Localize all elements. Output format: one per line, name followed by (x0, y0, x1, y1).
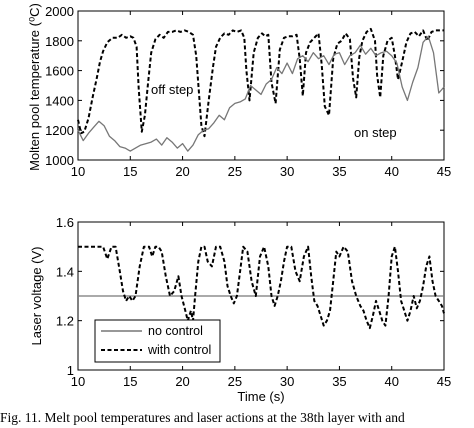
annotation-off-step: off step (151, 82, 193, 97)
temperature-series (77, 27, 445, 152)
temperature-plot-frame (77, 10, 445, 161)
voltage-x-tick-label: 25 (228, 374, 242, 389)
temperature-ticks: 10 15 20 25 30 35 40 45 1000 1200 1400 1600 1800 2000 (45, 4, 451, 179)
temperature-x-tick-label: 10 (71, 164, 85, 179)
temperature-y-tick-label: 1000 (45, 153, 74, 168)
temperature-y-tick-label: 1400 (45, 93, 74, 108)
temperature-x-tick-label: 35 (332, 164, 346, 179)
legend: no control with control (94, 319, 221, 363)
legend-box (94, 319, 221, 363)
voltage-x-tick-label: 45 (437, 374, 451, 389)
legend-label-with-control: with control (147, 343, 211, 357)
voltage-ticks: 10 15 20 25 30 35 40 45 1 1.2 1.4 1.6 (56, 215, 451, 389)
voltage-series (78, 245, 445, 330)
voltage-x-tick-label: 10 (71, 374, 85, 389)
voltage-x-tick-label: 35 (332, 374, 346, 389)
voltage-chart: 10 15 20 25 30 35 40 45 1 1.2 1.4 1.6 Laser voltage… (29, 215, 451, 404)
voltage-x-tick-label: 15 (123, 374, 137, 389)
temperature-series-no-control (77, 35, 445, 152)
time-x-axis-label: Time (s) (237, 389, 284, 404)
figure-caption: Fig. 11. Melt pool temperatures and lase… (0, 410, 405, 425)
temperature-x-tick-label: 40 (384, 164, 398, 179)
temperature-y-axis-label: Molten pool temperature (⁰C) (27, 3, 42, 171)
annotation-on-step: on step (354, 125, 397, 140)
voltage-y-tick-label: 1 (67, 363, 74, 378)
temperature-y-tick-label: 1800 (45, 34, 74, 49)
temperature-x-tick-label: 20 (175, 164, 189, 179)
voltage-y-tick-label: 1.4 (56, 264, 74, 279)
voltage-x-tick-label: 20 (175, 374, 189, 389)
voltage-y-axis-label: Laser voltage (V) (29, 247, 44, 346)
voltage-series-with-control (78, 245, 445, 330)
temperature-x-tick-label: 15 (123, 164, 137, 179)
voltage-y-tick-label: 1.2 (56, 314, 74, 329)
temperature-y-tick-label: 1200 (45, 123, 74, 138)
voltage-x-tick-label: 40 (384, 374, 398, 389)
temperature-series-with-control (77, 27, 444, 138)
voltage-x-tick-label: 30 (280, 374, 294, 389)
temperature-x-tick-label: 25 (228, 164, 242, 179)
temperature-chart: 10 15 20 25 30 35 40 45 1000 1200 1400 1600 1800 2000… (27, 3, 451, 179)
temperature-x-tick-label: 45 (437, 164, 451, 179)
temperature-y-tick-label: 2000 (45, 4, 74, 19)
temperature-x-tick-label: 30 (280, 164, 294, 179)
legend-label-no-control: no control (148, 324, 203, 338)
temperature-y-tick-label: 1600 (45, 64, 74, 79)
voltage-y-tick-label: 1.6 (56, 215, 74, 230)
